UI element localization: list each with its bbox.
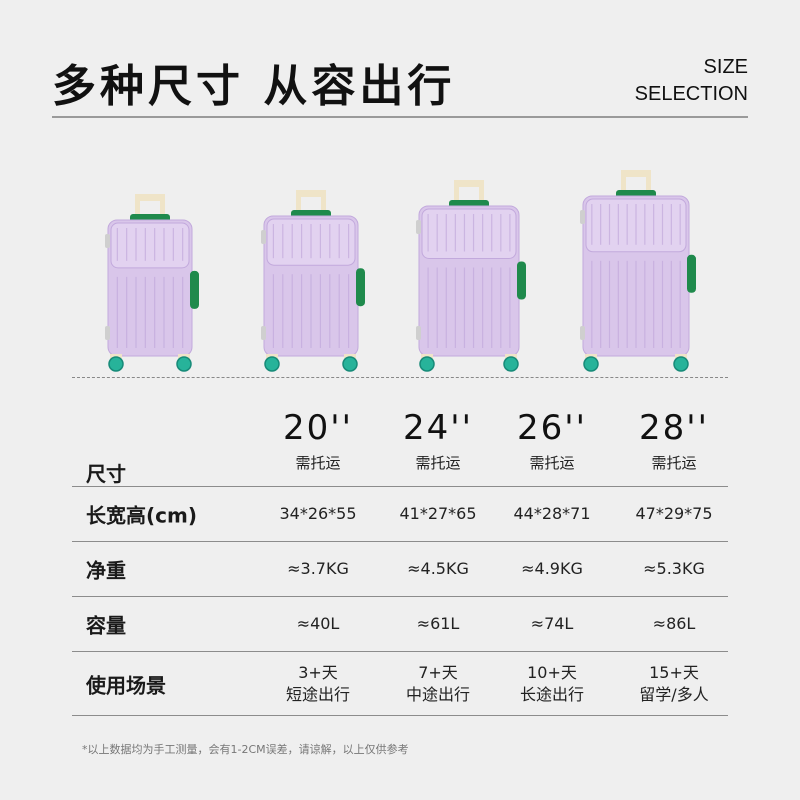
usage-cell: 3+天 短途出行 (258, 662, 378, 706)
suitcase-28 (580, 170, 696, 372)
usage-days: 7+天 (418, 662, 458, 682)
suitcase-20 (105, 194, 199, 372)
weight-cell: ≈4.9KG (521, 559, 583, 578)
row-label-weight: 净重 (86, 558, 126, 583)
spec-table: 尺寸 20'' 需托运 24'' 需托运 26'' 需托运 28'' 需托运 长… (72, 408, 728, 716)
size-column-20: 20'' 需托运 (258, 408, 378, 473)
dimensions-cell: 34*26*55 (279, 504, 357, 523)
header-divider (52, 116, 748, 118)
size-note: 需托运 (295, 454, 341, 472)
row-weight: 净重 ≈3.7KG ≈4.5KG ≈4.9KG ≈5.3KG (72, 541, 728, 596)
capacity-cell: ≈61L (416, 614, 460, 633)
usage-desc: 留学/多人 (639, 684, 709, 704)
usage-cell: 7+天 中途出行 (378, 662, 498, 706)
size-note: 需托运 (529, 454, 575, 472)
suitcase-24 (261, 190, 365, 372)
row-label-capacity: 容量 (86, 613, 126, 638)
row-usage: 使用场景 3+天 短途出行 7+天 中途出行 10+天 长途出行 15+天 留学… (72, 651, 728, 715)
size-selection-label: SIZE SELECTION (635, 54, 748, 108)
ground-dashed-line (72, 377, 728, 378)
usage-days: 15+天 (649, 662, 699, 682)
size-column-26: 26'' 需托运 (492, 408, 612, 473)
size-value: 20'' (283, 408, 353, 448)
capacity-cell: ≈86L (652, 614, 696, 633)
size-column-28: 28'' 需托运 (614, 408, 734, 473)
usage-cell: 10+天 长途出行 (492, 662, 612, 706)
row-capacity: 容量 ≈40L ≈61L ≈74L ≈86L (72, 596, 728, 651)
footnote: *以上数据均为手工测量，会有1-2CM误差，请谅解，以上仅供参考 (82, 743, 409, 756)
usage-cell: 15+天 留学/多人 (614, 662, 734, 706)
dimensions-cell: 44*28*71 (513, 504, 591, 523)
luggage-illustration (105, 170, 696, 372)
usage-desc: 中途出行 (405, 684, 470, 704)
usage-days: 10+天 (527, 662, 577, 682)
size-column-24: 24'' 需托运 (378, 408, 498, 473)
capacity-cell: ≈40L (296, 614, 340, 633)
capacity-cell: ≈74L (530, 614, 574, 633)
size-header-row: 尺寸 20'' 需托运 24'' 需托运 26'' 需托运 28'' 需托运 (72, 408, 728, 486)
weight-cell: ≈5.3KG (643, 559, 705, 578)
size-note: 需托运 (651, 454, 697, 472)
table-bottom-border (72, 715, 728, 716)
size-value: 24'' (403, 408, 473, 448)
page-title: 多种尺寸 从容出行 (52, 61, 456, 112)
usage-desc: 短途出行 (285, 684, 350, 704)
row-dimensions: 长宽高(cm) 34*26*55 41*27*65 44*28*71 47*29… (72, 486, 728, 541)
usage-days: 3+天 (298, 662, 338, 682)
row-label-usage: 使用场景 (86, 673, 166, 697)
size-note: 需托运 (415, 454, 461, 472)
suitcase-26 (416, 180, 526, 372)
size-label-line1: SIZE (703, 56, 748, 78)
weight-cell: ≈4.5KG (407, 559, 469, 578)
usage-desc: 长途出行 (519, 684, 584, 704)
row-label-size: 尺寸 (86, 462, 126, 486)
row-label-dimensions: 长宽高(cm) (86, 503, 197, 528)
size-value: 28'' (639, 408, 709, 448)
weight-cell: ≈3.7KG (287, 559, 349, 578)
size-value: 26'' (517, 408, 587, 448)
dimensions-cell: 41*27*65 (399, 504, 477, 523)
size-label-line2: SELECTION (634, 83, 748, 105)
dimensions-cell: 47*29*75 (635, 504, 713, 523)
